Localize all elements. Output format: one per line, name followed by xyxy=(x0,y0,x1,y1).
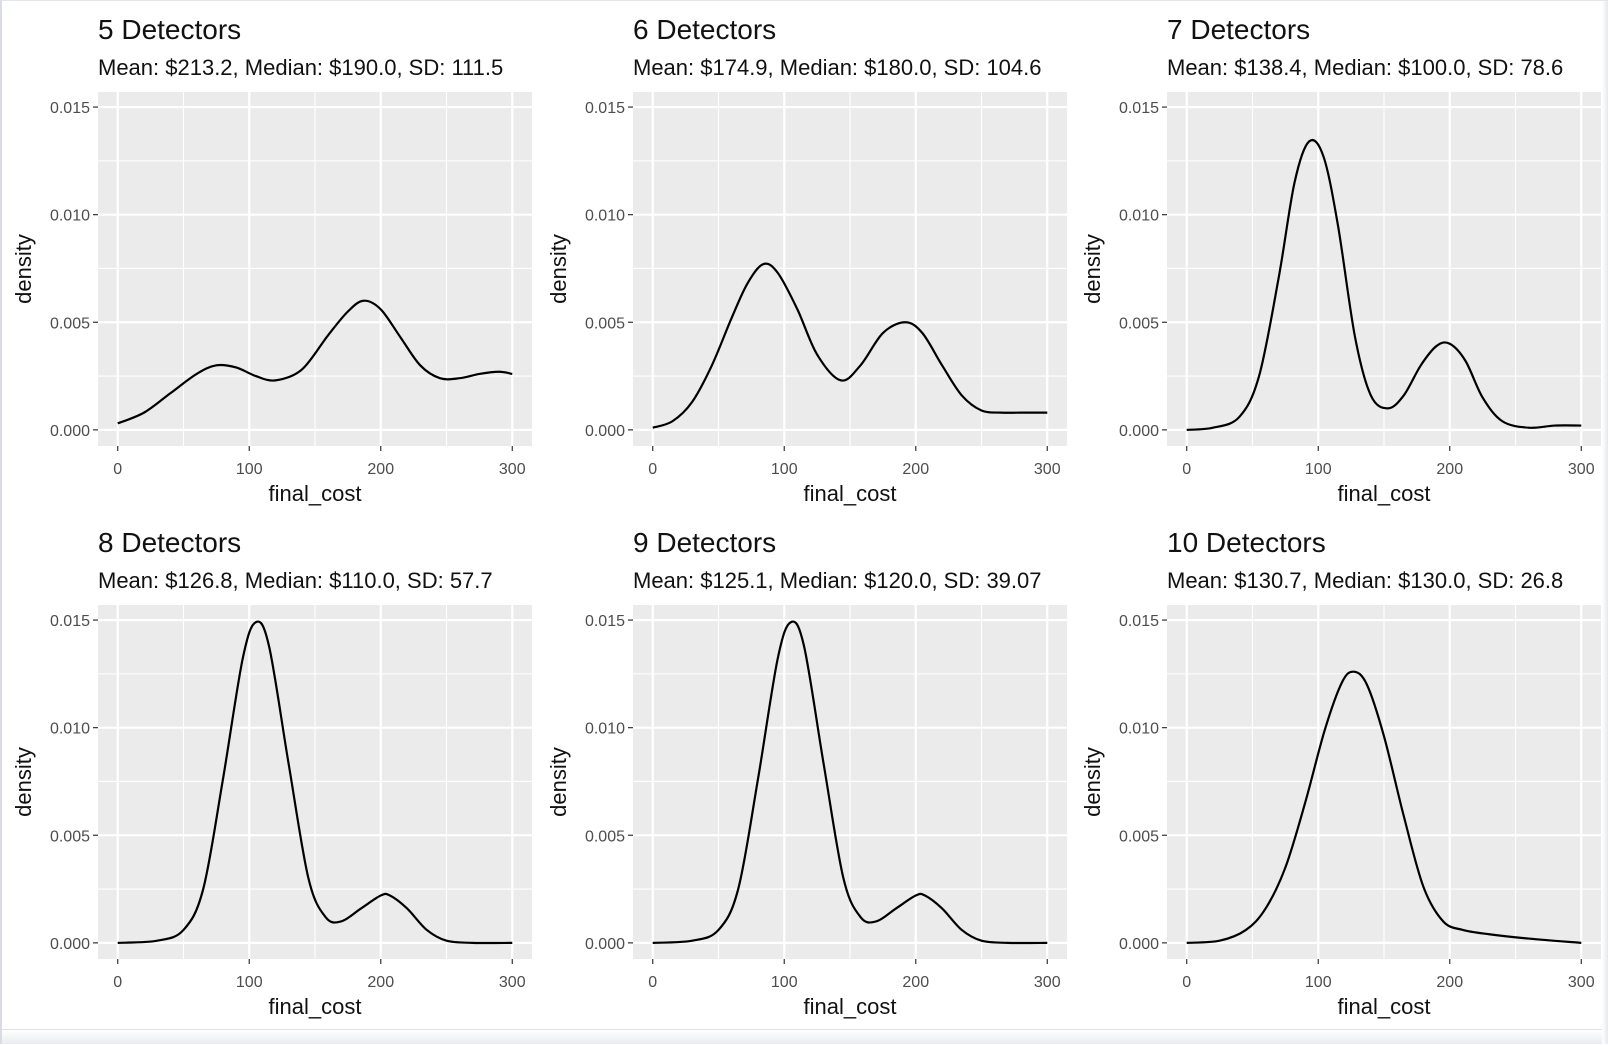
y-axis-title: density xyxy=(11,234,36,304)
density-curve xyxy=(117,620,513,945)
x-tick-label: 100 xyxy=(1305,461,1332,478)
y-axis-title: density xyxy=(546,234,571,304)
y-tick-label: 0.005 xyxy=(585,828,625,845)
x-tick-label: 200 xyxy=(367,461,394,478)
facet-panel-4: 8 Detectors Mean: $126.8, Median: $110.0,… xyxy=(11,527,532,1019)
x-tick-label: 100 xyxy=(1305,974,1332,991)
x-tick-label: 0 xyxy=(113,974,122,991)
x-tick-label: 200 xyxy=(902,461,929,478)
y-tick-label: 0.000 xyxy=(1119,936,1159,953)
y-tick-label: 0.015 xyxy=(50,100,90,117)
x-tick-label: 100 xyxy=(771,461,798,478)
x-tick-label: 100 xyxy=(236,461,263,478)
y-tick-label: 0.010 xyxy=(1119,208,1159,225)
y-tick-label: 0.005 xyxy=(1119,315,1159,332)
panel-title: 5 Detectors xyxy=(98,14,241,45)
y-tick-label: 0.005 xyxy=(50,315,90,332)
panel-title: 9 Detectors xyxy=(633,527,776,558)
x-tick-label: 0 xyxy=(648,974,657,991)
y-axis-title: density xyxy=(546,747,571,817)
x-tick-label: 300 xyxy=(499,461,526,478)
y-tick-label: 0.000 xyxy=(50,936,90,953)
y-tick-label: 0.015 xyxy=(585,100,625,117)
panel-subtitle: Mean: $126.8, Median: $110.0, SD: 57.7 xyxy=(98,568,493,593)
x-tick-label: 0 xyxy=(648,461,657,478)
panel-title: 8 Detectors xyxy=(98,527,241,558)
x-tick-label: 300 xyxy=(1568,461,1595,478)
panel-title: 7 Detectors xyxy=(1167,14,1310,45)
y-tick-label: 0.010 xyxy=(1119,721,1159,738)
y-tick-label: 0.010 xyxy=(585,721,625,738)
window-right-edge xyxy=(1602,1,1608,1044)
y-tick-label: 0.000 xyxy=(1119,423,1159,440)
x-axis-title: final_cost xyxy=(269,994,362,1019)
panel-subtitle: Mean: $174.9, Median: $180.0, SD: 104.6 xyxy=(633,55,1042,80)
density-curve xyxy=(652,620,1048,945)
x-tick-label: 100 xyxy=(236,974,263,991)
x-tick-label: 300 xyxy=(499,974,526,991)
y-tick-label: 0.010 xyxy=(585,208,625,225)
panel-title: 6 Detectors xyxy=(633,14,776,45)
x-axis-title: final_cost xyxy=(804,481,897,506)
facet-panel-1: 5 Detectors Mean: $213.2, Median: $190.0,… xyxy=(11,14,532,506)
x-tick-label: 300 xyxy=(1034,974,1061,991)
x-tick-label: 200 xyxy=(1436,974,1463,991)
panel-subtitle: Mean: $130.7, Median: $130.0, SD: 26.8 xyxy=(1167,568,1563,593)
facet-panel-3: 7 Detectors Mean: $138.4, Median: $100.0,… xyxy=(1080,14,1601,506)
x-tick-label: 0 xyxy=(1182,461,1191,478)
x-axis-title: final_cost xyxy=(1338,994,1431,1019)
x-tick-label: 200 xyxy=(902,974,929,991)
y-tick-label: 0.005 xyxy=(585,315,625,332)
y-tick-label: 0.005 xyxy=(50,828,90,845)
window-bottom-edge xyxy=(2,1029,1608,1044)
x-tick-label: 300 xyxy=(1034,461,1061,478)
y-tick-label: 0.015 xyxy=(50,613,90,630)
y-axis-title: density xyxy=(1080,234,1105,304)
x-tick-label: 100 xyxy=(771,974,798,991)
panel-title: 10 Detectors xyxy=(1167,527,1326,558)
x-tick-label: 0 xyxy=(113,461,122,478)
density-curve xyxy=(1186,138,1582,431)
y-tick-label: 0.015 xyxy=(1119,100,1159,117)
panel-subtitle: Mean: $138.4, Median: $100.0, SD: 78.6 xyxy=(1167,55,1563,80)
x-tick-label: 200 xyxy=(1436,461,1463,478)
y-tick-label: 0.015 xyxy=(1119,613,1159,630)
y-tick-label: 0.015 xyxy=(585,613,625,630)
facet-panel-2: 6 Detectors Mean: $174.9, Median: $180.0,… xyxy=(546,14,1067,506)
density-curve xyxy=(1186,670,1582,944)
panel-subtitle: Mean: $125.1, Median: $120.0, SD: 39.07 xyxy=(633,568,1042,593)
x-tick-label: 300 xyxy=(1568,974,1595,991)
x-axis-title: final_cost xyxy=(269,481,362,506)
x-axis-title: final_cost xyxy=(1338,481,1431,506)
x-axis-title: final_cost xyxy=(804,994,897,1019)
density-curve xyxy=(652,262,1048,429)
y-tick-label: 0.010 xyxy=(50,208,90,225)
y-tick-label: 0.000 xyxy=(50,423,90,440)
facet-panel-5: 9 Detectors Mean: $125.1, Median: $120.0,… xyxy=(546,527,1067,1019)
panel-subtitle: Mean: $213.2, Median: $190.0, SD: 111.5 xyxy=(98,55,503,80)
density-curve xyxy=(117,299,513,425)
y-axis-title: density xyxy=(1080,747,1105,817)
facet-panel-6: 10 Detectors Mean: $130.7, Median: $130.0… xyxy=(1080,527,1601,1019)
y-axis-title: density xyxy=(11,747,36,817)
y-tick-label: 0.000 xyxy=(585,936,625,953)
x-tick-label: 200 xyxy=(367,974,394,991)
y-tick-label: 0.010 xyxy=(50,721,90,738)
y-tick-label: 0.000 xyxy=(585,423,625,440)
x-tick-label: 0 xyxy=(1182,974,1191,991)
y-tick-label: 0.005 xyxy=(1119,828,1159,845)
